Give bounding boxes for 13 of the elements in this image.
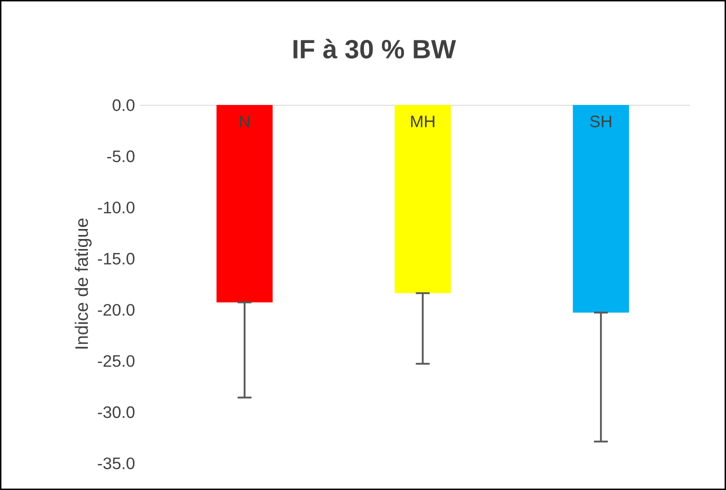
y-tick-label: 0.0 (112, 99, 134, 112)
y-tick-label: -25.0 (98, 355, 134, 367)
chart-title: IF à 30 % BW (294, 38, 456, 59)
x-tick-label: MH (411, 116, 434, 128)
y-tick-label: -10.0 (98, 202, 134, 214)
y-tick-label: -35.0 (98, 457, 134, 470)
y-axis-title: Indice de fatigue (74, 218, 92, 349)
x-tick-label: N (240, 116, 250, 128)
y-tick-label: -15.0 (98, 252, 134, 265)
y-tick-label: -5.0 (107, 150, 134, 162)
y-tick-label: -20.0 (98, 304, 134, 316)
y-tick-label: -30.0 (98, 406, 134, 418)
x-tick-label: SH (590, 116, 612, 128)
